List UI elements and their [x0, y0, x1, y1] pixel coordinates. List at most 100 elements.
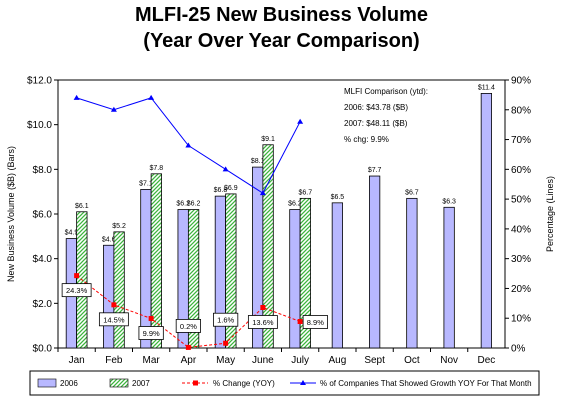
- pct-change-point: [223, 340, 229, 346]
- chart-title: MLFI-25 New Business Volume: [134, 4, 429, 26]
- right-axis-tick-label: 40%: [511, 224, 531, 235]
- growth-share-point: [222, 166, 229, 172]
- bar-2007-value-label: $6.1: [75, 203, 89, 210]
- left-axis-tick-label: $2.0: [33, 299, 53, 310]
- left-axis-tick-label: $10.0: [27, 120, 52, 131]
- ytd-comparison-annotation: 2006: $43.78 ($B): [344, 103, 408, 112]
- right-axis-title: Percentage (Lines): [545, 176, 555, 252]
- bar-2007-value-label: $6.2: [187, 201, 201, 208]
- legend-swatch-2006: [37, 378, 57, 388]
- x-axis-tick-label: Feb: [105, 355, 123, 366]
- bar-2006-value-label: $4.6: [102, 236, 116, 243]
- ytd-comparison-annotation: % chg: 9.9%: [344, 135, 389, 144]
- x-axis-tick-label: Mar: [143, 355, 161, 366]
- legend-label-2006: 2006: [60, 379, 78, 388]
- legend-swatch-growth-share-marker: [300, 380, 306, 385]
- bar-2006-value-label: $7.7: [368, 167, 382, 174]
- bar-2006-value-label: $6.8: [214, 187, 228, 194]
- ytd-comparison-annotation: MLFI Comparison (ytd):: [344, 87, 428, 96]
- pct-change-data-label: 24.3%: [66, 286, 88, 295]
- bar-2007: [113, 231, 125, 349]
- pct-change-data-label: 13.6%: [252, 318, 274, 327]
- legend-label-2007: 2007: [132, 379, 150, 388]
- pct-change-label-box: [61, 283, 92, 298]
- bar-2007: [299, 197, 311, 349]
- bar-2007: [187, 209, 200, 349]
- x-axis-tick-label: Sept: [364, 355, 385, 366]
- bar-2007: [225, 193, 237, 349]
- ytd-comparison-annotation: 2007: $48.11 ($B): [344, 119, 408, 128]
- pct-change-point: [148, 316, 154, 322]
- bar-2006: [443, 206, 455, 349]
- chart-subtitle: (Year Over Year Comparison): [143, 30, 420, 52]
- plot-area-frame: [57, 79, 506, 349]
- growth-share-point: [297, 118, 304, 124]
- growth-share-point: [73, 94, 80, 100]
- right-axis-tick-label: 10%: [511, 314, 531, 325]
- pct-change-label-box: [247, 315, 278, 329]
- bar-2006: [103, 244, 115, 349]
- right-axis-tick-label: 20%: [511, 284, 531, 295]
- pct-change-label-box: [302, 315, 328, 329]
- bar-2006-value-label: $7.1: [139, 180, 153, 187]
- bar-2006-value-label: $4.9: [65, 230, 79, 237]
- pct-change-label-box: [98, 312, 129, 327]
- bar-2007-value-label: $6.7: [299, 189, 313, 196]
- bar-2006-value-label: $6.7: [405, 189, 419, 196]
- bar-2006-value-label: $6.2: [176, 201, 190, 208]
- left-axis-title: New Business Volume ($B) (Bars): [6, 146, 16, 282]
- pct-change-data-label: 0.2%: [180, 322, 197, 331]
- right-axis-tick-label: 70%: [511, 135, 531, 146]
- bar-2007: [262, 144, 274, 349]
- pct-change-data-label: 14.5%: [103, 315, 125, 324]
- legend-swatch-pct-change-marker: [193, 380, 198, 386]
- pct-change-label-box: [213, 312, 239, 327]
- x-axis-tick-label: May: [216, 355, 235, 366]
- bar-2007: [150, 173, 162, 349]
- pct-change-data-label: 1.6%: [217, 316, 234, 325]
- x-axis-tick-label: July: [291, 355, 309, 366]
- bar-2006: [331, 202, 343, 349]
- bar-2006-value-label: $8.1: [251, 158, 265, 165]
- pct-change-data-label: 8.9%: [307, 318, 324, 327]
- bar-2007-value-label: $6.9: [224, 185, 238, 192]
- growth-share-point: [148, 94, 155, 100]
- pct-change-label-box: [175, 319, 201, 333]
- x-axis-tick-label: Aug: [328, 355, 346, 366]
- right-axis-tick-label: 90%: [511, 76, 531, 87]
- growth-share-point: [110, 106, 117, 112]
- bar-2006-value-label: $6.3: [442, 198, 456, 205]
- pct-change-point: [74, 273, 80, 279]
- legend-label-growth-share: % of Companies That Showed Growth YOY Fo…: [320, 379, 532, 388]
- pct-change-data-label: 9.9%: [143, 329, 160, 338]
- bar-2006-value-label: $11.4: [478, 84, 495, 91]
- bar-2006-value-label: $6.5: [331, 194, 345, 201]
- left-axis-tick-label: $12.0: [27, 76, 52, 87]
- growth-share-point: [185, 142, 192, 148]
- x-axis-tick-label: Dec: [477, 355, 495, 366]
- x-axis-tick-label: Apr: [181, 355, 197, 366]
- right-axis-tick-label: 50%: [511, 195, 531, 206]
- left-axis-tick-label: $8.0: [33, 165, 53, 176]
- legend-label-pct-change: % Change (YOY): [213, 379, 275, 388]
- pct-change-label-box: [138, 326, 164, 340]
- bar-2006: [369, 175, 381, 349]
- right-axis-tick-label: 60%: [511, 165, 531, 176]
- legend-swatch-2007: [109, 378, 129, 388]
- pct-change-point: [111, 302, 117, 308]
- right-axis-tick-label: 30%: [511, 254, 531, 265]
- bar-2007-value-label: $7.8: [150, 165, 164, 172]
- bar-2006: [480, 93, 492, 349]
- x-axis-tick-label: Jan: [69, 355, 85, 366]
- bar-2006-value-label: $6.2: [288, 201, 302, 208]
- pct-change-point: [260, 305, 266, 311]
- pct-change-point: [297, 318, 303, 324]
- growth-share-point: [259, 190, 266, 196]
- right-axis-tick-label: 80%: [511, 105, 531, 116]
- right-axis-tick-label: 0%: [511, 344, 526, 355]
- bar-2007-value-label: $5.2: [112, 223, 126, 230]
- bar-2006: [289, 209, 301, 349]
- left-axis-tick-label: $0.0: [33, 344, 53, 355]
